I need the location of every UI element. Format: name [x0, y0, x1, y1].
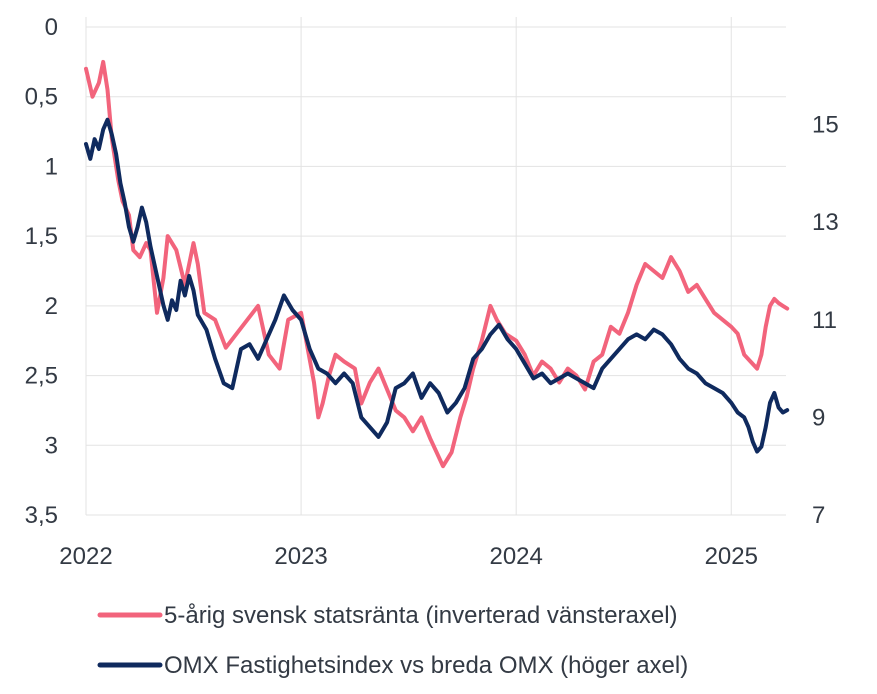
right-axis-ticks: 7 9 11 13 15 [812, 112, 839, 529]
left-tick-label: 3 [45, 432, 58, 459]
left-tick-label: 3,5 [25, 502, 58, 529]
series-line-yield [84, 59, 790, 469]
left-tick-label: 1 [45, 153, 58, 180]
x-tick-label: 2022 [59, 543, 112, 570]
x-tick-label: 2023 [274, 543, 327, 570]
legend-label-yield: 5-årig svensk statsränta (inverterad vän… [164, 602, 678, 629]
series-lines [84, 59, 790, 469]
left-axis-ticks: 0 0,5 1 1,5 2 2,5 3 3,5 [25, 14, 58, 529]
right-tick-label: 9 [812, 404, 825, 431]
series-line-omx [84, 117, 790, 454]
left-tick-label: 2 [45, 293, 58, 320]
left-tick-label: 1,5 [25, 223, 58, 250]
left-tick-label: 0 [45, 14, 58, 41]
legend: 5-årig svensk statsränta (inverterad vän… [97, 602, 688, 679]
right-tick-label: 11 [812, 307, 837, 334]
right-tick-label: 7 [812, 502, 825, 529]
x-axis-ticks: 2022 2023 2024 2025 [59, 543, 758, 570]
right-tick-label: 15 [812, 112, 839, 139]
left-tick-label: 0,5 [25, 84, 58, 111]
left-tick-label: 2,5 [25, 363, 58, 390]
x-tick-label: 2024 [489, 543, 542, 570]
right-tick-label: 13 [812, 209, 839, 236]
legend-label-omx: OMX Fastighetsindex vs breda OMX (höger … [164, 652, 688, 679]
grid-lines [85, 17, 786, 516]
x-tick-label: 2025 [705, 543, 758, 570]
